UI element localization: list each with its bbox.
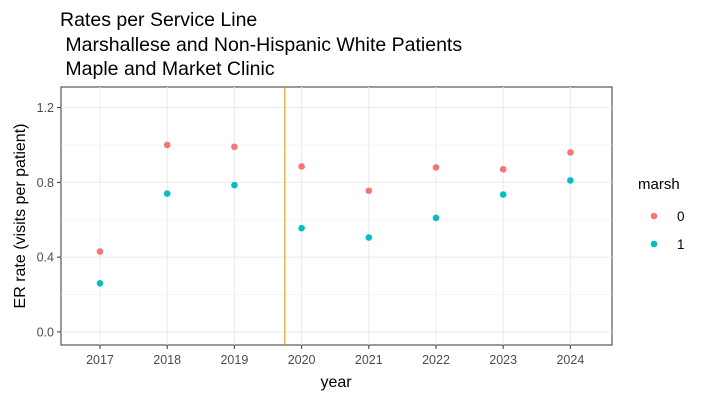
point-series-1 xyxy=(231,181,238,189)
point-series-0 xyxy=(432,164,440,171)
x-tick-label: 2022 xyxy=(422,353,450,367)
x-tick-label: 2017 xyxy=(86,353,114,367)
point-series-0 xyxy=(499,165,507,173)
y-tick-label: 0.4 xyxy=(37,251,54,265)
point-series-1 xyxy=(163,190,171,197)
point-series-0 xyxy=(567,149,574,156)
x-axis-title: year xyxy=(320,374,352,391)
title-line-2: Marshallese and Non-Hispanic White Patie… xyxy=(60,34,462,56)
point-series-1 xyxy=(432,214,440,222)
title-line-3: Maple and Market Clinic xyxy=(60,58,275,80)
point-series-1 xyxy=(298,224,305,232)
x-axis-ticks: 2017 2018 2019 2020 2021 2022 2023 2024 xyxy=(86,345,584,367)
point-series-1 xyxy=(365,234,373,241)
y-tick-label: 0.0 xyxy=(37,325,54,339)
point-series-0 xyxy=(365,187,373,195)
point-series-0 xyxy=(298,163,305,170)
y-axis-ticks: 0.0 0.4 0.8 1.2 xyxy=(37,101,61,339)
y-tick-label: 0.8 xyxy=(37,176,54,190)
plot-panel xyxy=(60,86,613,346)
x-tick-label: 2018 xyxy=(153,353,181,367)
chart-title: Rates per Service Line Marshallese and N… xyxy=(60,9,462,80)
legend-title: marsh xyxy=(638,176,680,193)
point-series-0 xyxy=(163,141,171,149)
x-tick-label: 2019 xyxy=(220,353,248,367)
legend-label-0: 0 xyxy=(677,209,685,224)
point-series-0 xyxy=(96,248,104,255)
x-tick-label: 2020 xyxy=(288,353,316,367)
legend-label-1: 1 xyxy=(677,237,685,252)
title-line-1: Rates per Service Line xyxy=(60,9,257,31)
legend-key-0 xyxy=(650,212,658,220)
x-tick-label: 2023 xyxy=(489,353,517,367)
x-tick-label: 2024 xyxy=(556,353,584,367)
point-series-1 xyxy=(96,280,104,287)
y-tick-label: 1.2 xyxy=(37,101,54,115)
point-series-1 xyxy=(499,191,507,198)
legend-key-1 xyxy=(650,240,658,248)
point-series-0 xyxy=(231,143,238,151)
data-points xyxy=(96,141,574,287)
x-tick-label: 2021 xyxy=(355,353,383,367)
legend: marsh 0 1 xyxy=(638,176,685,252)
y-axis-title: ER rate (visits per patient) xyxy=(12,124,29,309)
point-series-1 xyxy=(567,177,574,184)
